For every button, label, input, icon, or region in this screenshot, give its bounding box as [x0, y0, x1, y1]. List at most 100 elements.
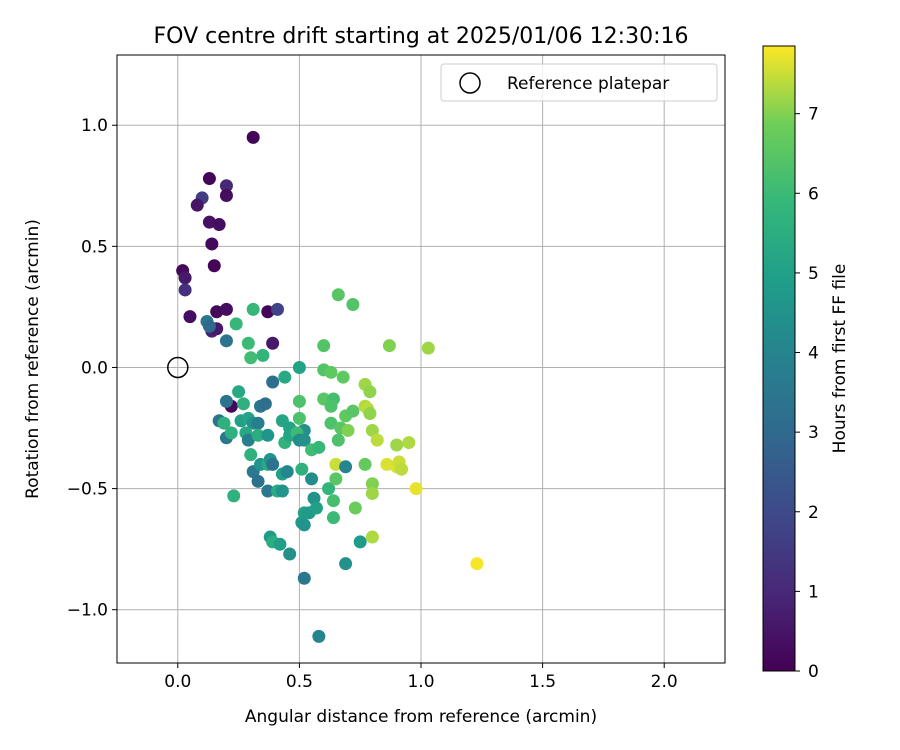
data-point	[354, 535, 367, 548]
data-point	[332, 288, 345, 301]
colorbar-ticks: 01234567	[795, 105, 819, 682]
x-tick-label: 2.0	[651, 672, 678, 692]
data-point	[342, 424, 355, 437]
data-point	[242, 337, 255, 350]
data-point	[366, 531, 379, 544]
data-point	[312, 441, 325, 454]
data-point	[278, 371, 291, 384]
data-point	[295, 463, 308, 476]
grid	[117, 55, 725, 663]
data-point	[283, 547, 296, 560]
data-point	[252, 475, 265, 488]
colorbar-tick-label: 4	[808, 344, 819, 364]
colorbar-tick-label: 3	[808, 423, 819, 443]
data-point	[327, 511, 340, 524]
x-tick-label: 0.0	[164, 672, 191, 692]
x-axis-label: Angular distance from reference (arcmin)	[245, 707, 597, 727]
data-point	[327, 494, 340, 507]
data-point	[225, 426, 238, 439]
data-point	[247, 131, 260, 144]
data-point	[179, 283, 192, 296]
colorbar-tick-label: 5	[808, 264, 819, 284]
colorbar-tick-label: 0	[808, 662, 819, 682]
data-point	[395, 463, 408, 476]
data-point	[266, 376, 279, 389]
legend-label: Reference platepar	[507, 74, 669, 94]
data-point	[266, 458, 279, 471]
colorbar-tick-label: 7	[808, 105, 819, 125]
data-point	[220, 189, 233, 202]
data-point	[410, 482, 423, 495]
data-point	[422, 342, 435, 355]
y-tick-label: 0.0	[81, 358, 108, 378]
data-point	[205, 237, 218, 250]
data-point	[390, 438, 403, 451]
data-point	[332, 434, 345, 447]
data-point	[203, 172, 216, 185]
data-point	[317, 339, 330, 352]
data-point	[346, 298, 359, 311]
data-point	[273, 538, 286, 551]
data-point	[337, 371, 350, 384]
colorbar-gradient	[763, 46, 795, 671]
data-point	[276, 485, 289, 498]
data-point	[266, 337, 279, 350]
data-point	[363, 385, 376, 398]
data-point	[329, 472, 342, 485]
data-point	[261, 429, 274, 442]
y-tick-label: −0.5	[67, 480, 108, 500]
data-point	[271, 303, 284, 316]
data-point	[293, 412, 306, 425]
x-tick-label: 0.5	[286, 672, 313, 692]
x-tick-label: 1.0	[407, 672, 434, 692]
legend: Reference platepar	[441, 64, 717, 101]
data-point	[310, 501, 323, 514]
data-point	[183, 310, 196, 323]
data-point	[237, 397, 250, 410]
chart-title: FOV centre drift starting at 2025/01/06 …	[154, 24, 689, 49]
colorbar-label: Hours from first FF file	[830, 264, 850, 454]
data-point	[203, 320, 216, 333]
axis-ticks: 0.0 0.5 1.0 1.5 2.0 1.0 0.5 0.0 −0.5 −1.0	[67, 116, 678, 692]
data-point	[252, 417, 265, 430]
data-point	[220, 334, 233, 347]
data-point	[312, 630, 325, 643]
data-point	[349, 501, 362, 514]
data-point	[259, 397, 272, 410]
data-point	[371, 434, 384, 447]
data-point	[325, 366, 338, 379]
data-point	[363, 407, 376, 420]
data-point	[293, 395, 306, 408]
colorbar: 0 1 2 3 4 5 6 7 Hours from first FF file	[763, 46, 850, 682]
data-point	[213, 218, 226, 231]
data-point	[220, 303, 233, 316]
x-tick-label: 1.5	[529, 672, 556, 692]
data-point	[191, 199, 204, 212]
data-point	[293, 361, 306, 374]
colorbar-tick-label: 1	[808, 582, 819, 602]
data-point	[325, 400, 338, 413]
data-point	[339, 557, 352, 570]
y-tick-label: 1.0	[81, 116, 108, 136]
data-point	[339, 460, 352, 473]
data-point	[227, 489, 240, 502]
data-point	[244, 448, 257, 461]
y-tick-label: 0.5	[81, 237, 108, 257]
data-point	[346, 405, 359, 418]
y-axis-label: Rotation from reference (arcmin)	[23, 219, 43, 499]
data-point	[230, 317, 243, 330]
data-point	[470, 557, 483, 570]
data-point	[281, 465, 294, 478]
data-point	[383, 339, 396, 352]
data-point	[179, 271, 192, 284]
y-tick-label: −1.0	[67, 601, 108, 621]
scatter-points	[176, 131, 483, 643]
data-point	[298, 518, 311, 531]
data-point	[232, 385, 245, 398]
data-point	[402, 436, 415, 449]
data-point	[244, 351, 257, 364]
data-point	[366, 487, 379, 500]
data-point	[220, 395, 233, 408]
data-point	[305, 472, 318, 485]
